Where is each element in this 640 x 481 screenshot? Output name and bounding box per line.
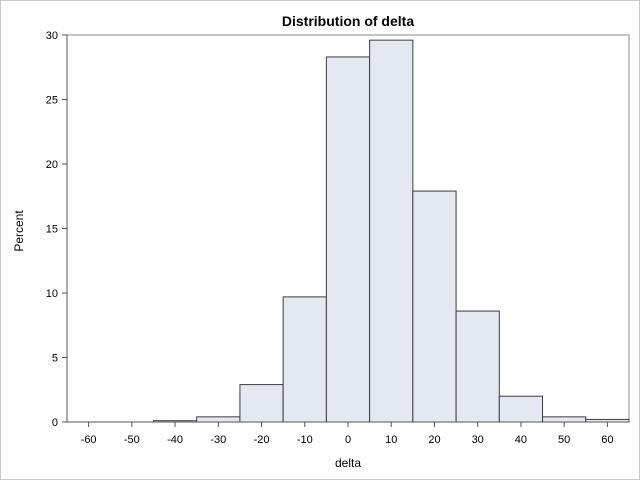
y-tick-label: 15 — [46, 224, 58, 236]
x-tick-label: -30 — [210, 434, 226, 446]
x-tick-label: 60 — [601, 434, 613, 446]
histogram-bar — [455, 310, 500, 423]
x-tick-label: 30 — [472, 434, 484, 446]
x-tick-label: 50 — [558, 434, 570, 446]
y-axis: 0 5 10 15 20 25 30 — [46, 30, 68, 429]
x-tick-label: -40 — [167, 434, 183, 446]
x-tick-label: -10 — [297, 434, 313, 446]
x-tick-label: -50 — [124, 434, 140, 446]
y-tick-label: 0 — [52, 417, 58, 429]
y-axis-label: Percent — [12, 210, 26, 252]
x-tick-label: 20 — [428, 434, 440, 446]
chart-title: Distribution of delta — [282, 13, 414, 29]
x-tick-label: 0 — [345, 434, 351, 446]
histogram-bar — [542, 416, 587, 423]
y-tick-label: 20 — [46, 159, 58, 171]
histogram-bar — [498, 395, 544, 423]
x-tick-label: -60 — [81, 434, 97, 446]
histogram-bar — [369, 39, 414, 423]
histogram-bar — [282, 296, 327, 423]
y-tick-label: 10 — [46, 288, 58, 300]
y-tick-label: 30 — [46, 30, 58, 42]
y-tick-label: 5 — [52, 353, 58, 365]
x-tick-label: -20 — [254, 434, 270, 446]
bars-group — [152, 39, 630, 423]
x-tick-label: 10 — [385, 434, 397, 446]
histogram-bar — [412, 190, 457, 423]
x-axis: -60 -50 -40 -30 -20 -10 0 10 20 30 40 50 60 — [67, 421, 629, 446]
y-tick-label: 25 — [46, 95, 58, 107]
x-axis-label: delta — [335, 456, 361, 470]
histogram-bar — [239, 384, 284, 423]
x-tick-label: 40 — [515, 434, 527, 446]
histogram-bar — [325, 56, 371, 423]
histogram-bar — [196, 416, 241, 423]
